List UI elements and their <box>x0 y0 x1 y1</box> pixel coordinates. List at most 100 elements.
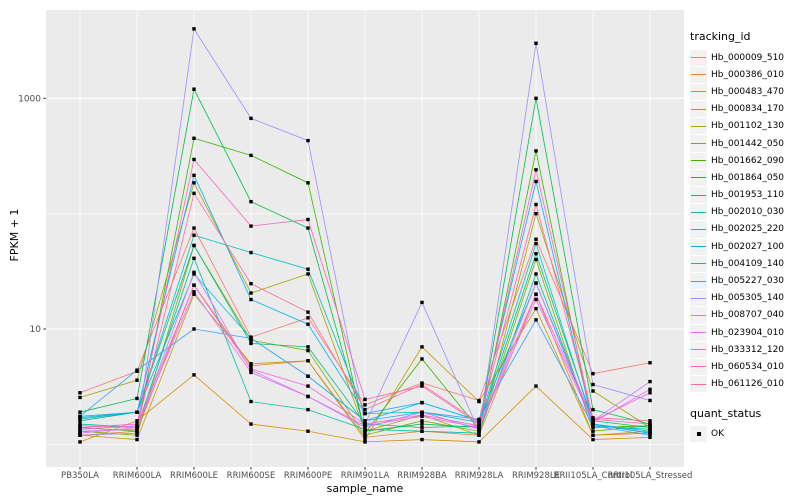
legend-entry-label: Hb_002025_220 <box>711 224 785 235</box>
data-point <box>420 429 424 433</box>
legend-line-icon <box>691 383 706 385</box>
legend-entry-label: Hb_060534_010 <box>711 361 785 372</box>
legend-key-swatch <box>690 290 707 307</box>
data-point <box>534 202 538 207</box>
legend-line-icon <box>691 57 706 59</box>
data-point <box>420 345 424 349</box>
data-point <box>363 419 367 423</box>
legend-entry-Hb_061126_010: Hb_061126_010 <box>690 376 798 393</box>
legend-line-icon <box>691 228 706 230</box>
x-tick-label: RRIM928LA <box>455 471 504 481</box>
data-point <box>192 243 196 248</box>
legend-key-swatch <box>690 358 707 376</box>
data-point <box>477 399 481 404</box>
data-point <box>420 419 424 423</box>
data-point <box>477 433 481 437</box>
legend-entry-Hb_001102_130: Hb_001102_130 <box>690 118 798 135</box>
data-point <box>78 440 82 444</box>
data-point <box>363 427 367 432</box>
legend-entry-label: Hb_002027_100 <box>711 241 785 252</box>
data-point <box>363 411 367 416</box>
data-point <box>192 191 196 196</box>
legend-entry-Hb_000009_510: Hb_000009_510 <box>690 49 798 66</box>
data-point <box>534 281 538 285</box>
legend-entry-Hb_002010_030: Hb_002010_030 <box>690 204 798 221</box>
data-point <box>249 367 253 371</box>
legend-entry-quant-OK: OK <box>690 426 798 443</box>
legend-entry-label: Hb_004109_140 <box>711 258 785 269</box>
x-tick-label: RRII105LA_Control <box>554 471 633 481</box>
data-point <box>249 250 253 255</box>
data-point <box>306 316 310 320</box>
data-point <box>78 427 82 432</box>
data-point <box>648 398 652 403</box>
data-point <box>192 233 196 237</box>
data-point <box>648 391 652 395</box>
data-point <box>648 431 652 435</box>
data-point <box>591 437 595 442</box>
data-point <box>306 348 310 353</box>
data-point <box>135 433 139 437</box>
legend-line-icon <box>691 297 706 299</box>
legend-entry-label: Hb_023904_010 <box>711 327 785 338</box>
data-point <box>534 257 538 262</box>
y-axis-title: FPKM + 1 <box>8 208 21 262</box>
legend-entry-label: Hb_008707_040 <box>711 310 785 321</box>
legend-entry-label: Hb_000483_470 <box>711 86 785 97</box>
data-point <box>648 425 652 430</box>
data-point <box>534 179 538 184</box>
data-point <box>420 400 424 405</box>
quant-status-legend-entries: OK <box>690 426 798 443</box>
data-point <box>249 341 253 346</box>
x-axis-title: sample_name <box>326 482 404 495</box>
data-point <box>534 251 538 256</box>
data-point <box>648 435 652 440</box>
data-point <box>249 338 253 342</box>
data-point <box>306 429 310 433</box>
data-point <box>249 116 253 121</box>
data-point <box>249 153 253 158</box>
data-point <box>534 241 538 246</box>
x-tick-label: RRIM600SE <box>227 471 276 481</box>
legend-entry-label: Hb_001102_130 <box>711 121 785 132</box>
data-point <box>306 407 310 412</box>
legend-key-swatch <box>690 426 707 443</box>
data-point <box>648 419 652 423</box>
data-point <box>477 429 481 433</box>
data-point <box>648 427 652 432</box>
legend-entry-Hb_008707_040: Hb_008707_040 <box>690 307 798 324</box>
legend-line-icon <box>691 366 706 368</box>
legend-entry-label: Hb_002010_030 <box>711 207 785 218</box>
data-point <box>477 427 481 432</box>
data-point <box>306 217 310 222</box>
data-point <box>249 199 253 204</box>
data-point <box>135 429 139 433</box>
data-point <box>420 300 424 305</box>
legend-line-icon <box>691 74 706 76</box>
quant-status-legend: quant_status OK <box>690 407 798 443</box>
data-point <box>363 425 367 430</box>
data-point <box>648 361 652 365</box>
data-point <box>534 297 538 302</box>
legend-key-swatch <box>690 83 707 101</box>
legend-key-swatch <box>690 187 707 204</box>
data-point <box>249 370 253 375</box>
legend-key-swatch <box>690 238 707 255</box>
data-point <box>249 422 253 426</box>
legend-entry-Hb_000483_470: Hb_000483_470 <box>690 83 798 101</box>
data-point <box>78 417 82 421</box>
data-point <box>420 410 424 414</box>
data-point <box>306 384 310 388</box>
data-point <box>306 322 310 326</box>
legend-key-swatch <box>690 272 707 290</box>
data-point <box>249 336 253 341</box>
legend-line-icon <box>691 108 706 110</box>
data-point <box>591 382 595 387</box>
data-point <box>306 138 310 143</box>
data-point <box>78 419 82 423</box>
legend-key-swatch <box>690 66 707 83</box>
data-point <box>477 417 481 421</box>
data-point <box>534 292 538 296</box>
legend-title-quant-status: quant_status <box>690 406 762 420</box>
